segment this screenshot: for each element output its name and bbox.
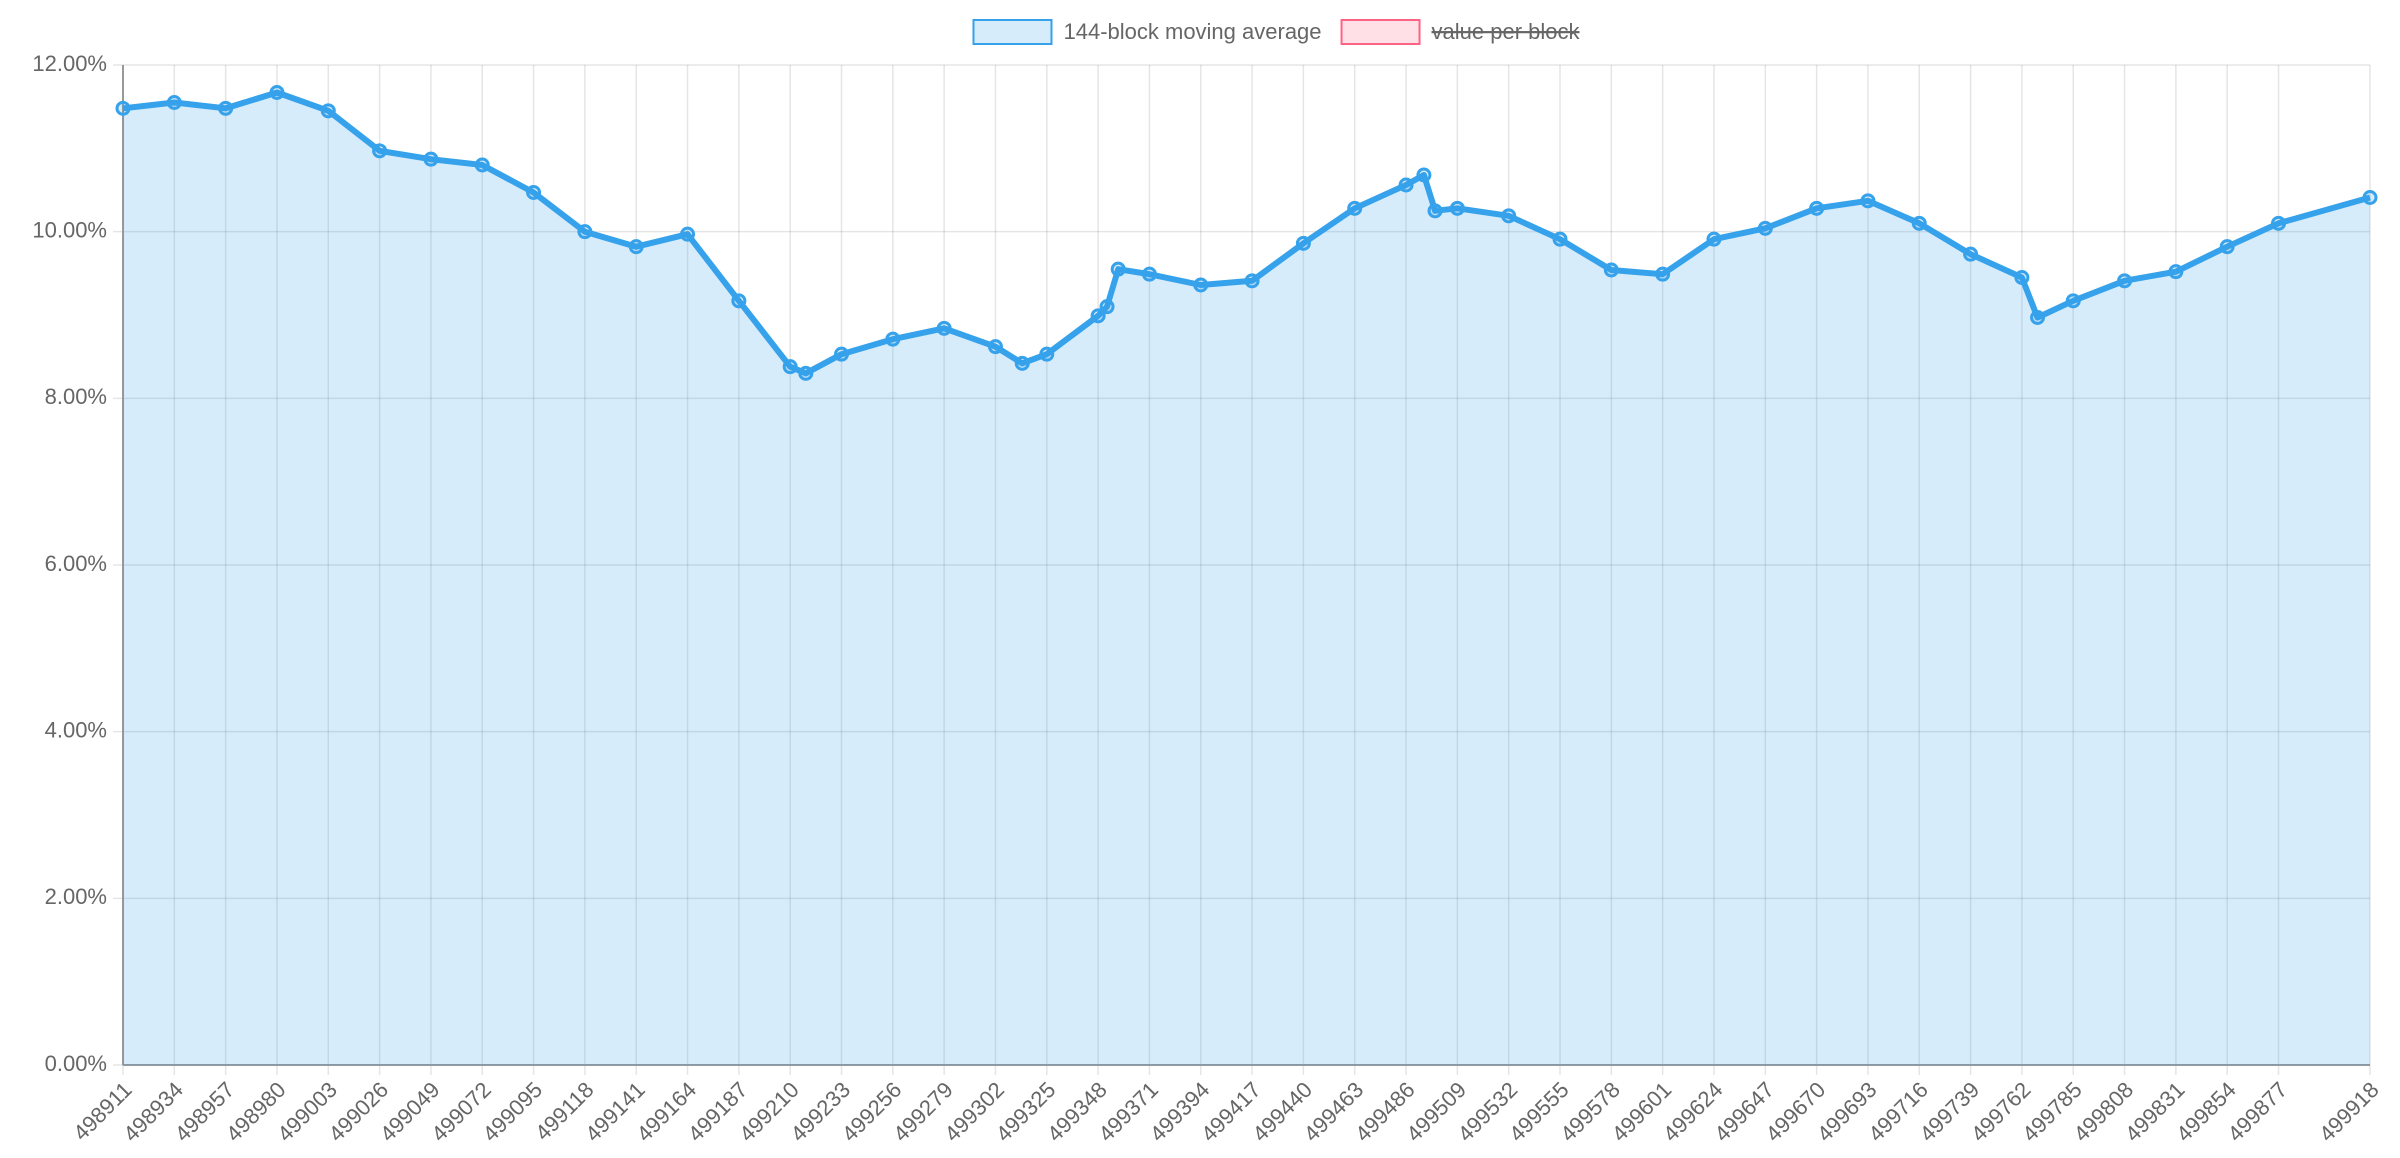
point (1014, 355, 1030, 371)
point (372, 143, 388, 159)
point (1244, 273, 1260, 289)
point (834, 346, 850, 362)
point (680, 226, 696, 242)
point (1860, 193, 1876, 209)
point (2271, 215, 2287, 231)
point (885, 331, 901, 347)
point (2219, 239, 2235, 255)
y-tick-label: 4.00% (45, 717, 107, 742)
point (2117, 273, 2133, 289)
line (122, 89, 2371, 377)
point (782, 359, 798, 375)
point (2168, 264, 2184, 280)
point (474, 157, 490, 173)
point (1757, 220, 1773, 236)
point (1416, 167, 1432, 183)
legend: 144-block moving average value per block (972, 19, 1581, 45)
area (123, 92, 2370, 1065)
point (166, 95, 182, 110)
point (269, 85, 285, 100)
point (628, 239, 644, 255)
legend-swatch (972, 19, 1053, 45)
point (2014, 270, 2030, 285)
point (987, 339, 1003, 355)
point (1141, 266, 1157, 282)
point (1963, 246, 1979, 262)
y-tick-label: 10.00% (32, 217, 107, 242)
point (320, 103, 336, 119)
point (526, 185, 542, 200)
point (1552, 231, 1568, 247)
point (1706, 231, 1722, 247)
point (1398, 177, 1414, 193)
point (1809, 200, 1825, 216)
legend-swatch (1340, 19, 1421, 45)
point (1911, 215, 1927, 231)
y-tick-label: 8.00% (45, 384, 107, 409)
point (1193, 277, 1209, 293)
point (1655, 266, 1671, 282)
legend-item[interactable]: value per block (1340, 19, 1581, 45)
point (2362, 190, 2378, 205)
legend-label: value per block (1432, 19, 1581, 44)
point (2065, 293, 2081, 309)
point (577, 224, 593, 240)
y-tick-label: 6.00% (45, 551, 107, 576)
legend-label: 144-block moving average (1063, 19, 1321, 44)
y-tick-label: 12.00% (32, 51, 107, 76)
y-tick-label: 2.00% (45, 884, 107, 909)
point (1427, 203, 1443, 219)
point (731, 293, 747, 309)
point (2030, 310, 2046, 325)
point (1099, 299, 1115, 315)
point (936, 320, 952, 336)
x-tick-label: 499918 (2314, 1077, 2384, 1147)
point (1295, 235, 1311, 251)
point (423, 151, 439, 167)
point (1347, 200, 1363, 216)
point (798, 365, 814, 381)
legend-item[interactable]: 144-block moving average (972, 19, 1322, 45)
point (1090, 308, 1106, 324)
point (1501, 208, 1517, 224)
point (1110, 261, 1126, 277)
point (1603, 262, 1619, 278)
point (218, 100, 234, 116)
y-tick-label: 0.00% (45, 1051, 107, 1076)
point (1039, 346, 1055, 362)
point (1449, 200, 1465, 216)
point (115, 100, 131, 116)
